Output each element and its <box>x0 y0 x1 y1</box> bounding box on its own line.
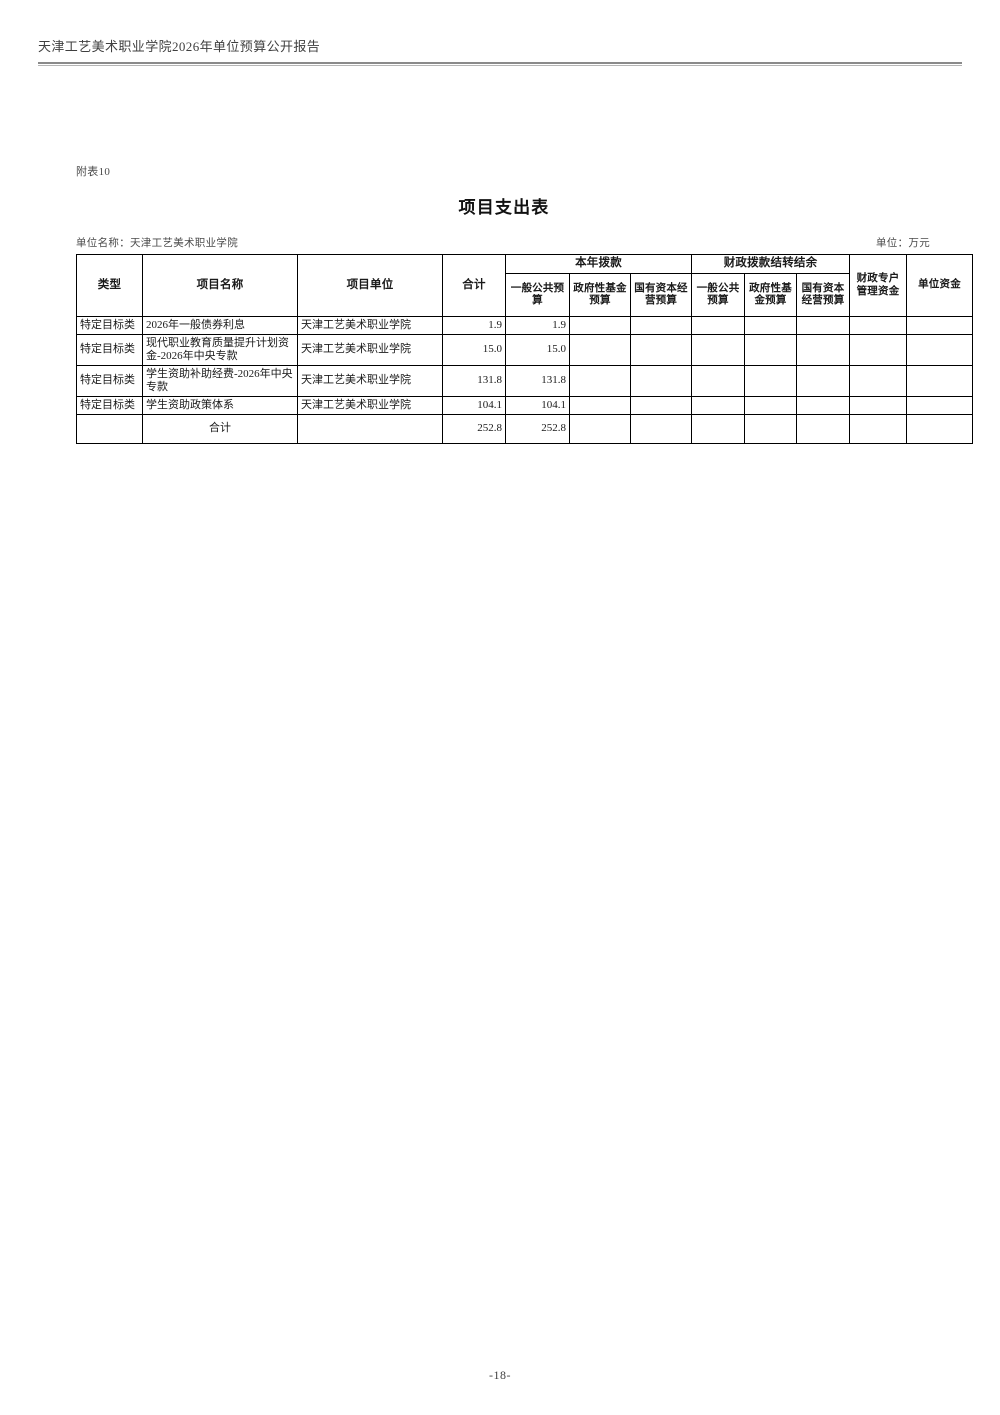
cell-general-public-current: 1.9 <box>505 315 570 335</box>
currency-unit-label: 单位：万元 <box>876 238 930 250</box>
table-row: 特定目标类 现代职业教育质量提升计划资金-2026年中央专款 天津工艺美术职业学… <box>76 333 974 366</box>
cell-special-account <box>849 333 908 366</box>
table-header-row-group: 类型 项目名称 项目单位 合计 本年拨款 财政拨款结转结余 财政专户管理资金 单… <box>76 254 974 317</box>
header-sub-gov-fund-carryover: 政府性基金预算 <box>744 272 797 317</box>
cell-project-name: 2026年一般债券利息 <box>142 315 298 335</box>
cell-special-account-total <box>849 413 908 444</box>
cell-own-funds <box>906 333 974 366</box>
header-sub-gov-fund-current: 政府性基金预算 <box>569 272 631 317</box>
cell-total: 1.9 <box>442 315 506 335</box>
header-total: 合计 <box>442 254 506 317</box>
page-running-header: 天津工艺美术职业学院2026年单位预算公开报告 <box>38 38 962 67</box>
cell-special-account <box>849 395 908 415</box>
cell-type: 特定目标类 <box>76 333 143 366</box>
table-row: 特定目标类 学生资助政策体系 天津工艺美术职业学院 104.1 104.1 <box>76 395 974 415</box>
cell-total: 104.1 <box>442 395 506 415</box>
header-divider-rule <box>38 62 962 67</box>
cell-general-public-current: 131.8 <box>505 364 570 397</box>
cell-project-unit: 天津工艺美术职业学院 <box>297 364 443 397</box>
attachment-number: 附表10 <box>76 166 111 178</box>
document-body: 附表10 项目支出表 单位名称：天津工艺美术职业学院 单位：万元 类型 项目名称… <box>76 165 974 444</box>
header-project-name: 项目名称 <box>142 254 298 317</box>
cell-gov-fund-current-total <box>569 413 631 444</box>
header-own-funds: 单位资金 <box>906 254 974 317</box>
cell-gov-fund-carryover-total <box>744 413 797 444</box>
cell-gov-fund-current <box>569 364 631 397</box>
cell-state-capital-current <box>630 364 692 397</box>
header-sub-general-public-carryover: 一般公共预算 <box>691 272 745 317</box>
cell-state-capital-current <box>630 333 692 366</box>
cell-state-capital-current <box>630 315 692 335</box>
page-footer: -18- <box>0 1368 1000 1383</box>
cell-own-funds <box>906 315 974 335</box>
table-header-row-sub: 一般公共预算 政府性基金预算 国有资本经营预算 一般公共预算 政府性基金预算 国… <box>77 272 973 317</box>
cell-state-capital-carryover <box>795 333 851 366</box>
project-expenditure-table: 类型 项目名称 项目单位 合计 本年拨款 财政拨款结转结余 财政专户管理资金 单… <box>76 254 974 444</box>
table-row: 特定目标类 学生资助补助经费-2026年中央专款 天津工艺美术职业学院 131.… <box>76 364 974 397</box>
header-group-current-year: 本年拨款 <box>505 254 692 274</box>
page-number: -18- <box>489 1368 511 1382</box>
cell-gov-fund-carryover <box>744 364 797 397</box>
cell-gov-fund-current <box>569 333 631 366</box>
cell-own-funds-total <box>906 413 974 444</box>
cell-project-name: 学生资助补助经费-2026年中央专款 <box>142 364 298 397</box>
table-header: 类型 项目名称 项目单位 合计 本年拨款 财政拨款结转结余 财政专户管理资金 单… <box>76 254 974 317</box>
table-row: 特定目标类 2026年一般债券利息 天津工艺美术职业学院 1.9 1.9 <box>76 315 974 335</box>
header-sub-general-public-current: 一般公共预算 <box>505 272 570 317</box>
cell-gov-fund-current <box>569 395 631 415</box>
cell-state-capital-carryover <box>795 395 851 415</box>
cell-general-public-current: 15.0 <box>505 333 570 366</box>
header-sub-state-capital-carryover: 国有资本经营预算 <box>795 272 851 317</box>
cell-state-capital-carryover <box>795 364 851 397</box>
cell-total-sum: 252.8 <box>442 413 506 444</box>
cell-own-funds <box>906 364 974 397</box>
header-project-unit: 项目单位 <box>297 254 443 317</box>
cell-project-name: 现代职业教育质量提升计划资金-2026年中央专款 <box>142 333 298 366</box>
header-group-carryover: 财政拨款结转结余 <box>690 254 851 274</box>
cell-state-capital-current-total <box>630 413 692 444</box>
cell-gov-fund-carryover <box>744 315 797 335</box>
cell-total-label: 合计 <box>142 413 298 444</box>
cell-total: 15.0 <box>442 333 506 366</box>
cell-project-unit-total <box>297 413 443 444</box>
cell-general-public-carryover-total <box>691 413 745 444</box>
cell-project-unit: 天津工艺美术职业学院 <box>297 395 443 415</box>
header-sub-state-capital-current: 国有资本经营预算 <box>630 272 692 317</box>
cell-state-capital-carryover-total <box>795 413 851 444</box>
table-total-row: 合计 252.8 252.8 <box>76 413 974 444</box>
cell-state-capital-current <box>630 395 692 415</box>
header-type: 类型 <box>76 254 143 317</box>
page-title: 项目支出表 <box>458 198 550 218</box>
cell-special-account <box>849 364 908 397</box>
cell-project-name: 学生资助政策体系 <box>142 395 298 415</box>
cell-type: 特定目标类 <box>76 395 143 415</box>
cell-type-total <box>76 413 143 444</box>
cell-gov-fund-carryover <box>744 333 797 366</box>
cell-general-public-carryover <box>691 333 745 366</box>
cell-general-public-carryover <box>691 364 745 397</box>
cell-state-capital-carryover <box>795 315 851 335</box>
cell-total: 131.8 <box>442 364 506 397</box>
cell-general-public-current-total: 252.8 <box>505 413 570 444</box>
cell-gov-fund-current <box>569 315 631 335</box>
table-body: 特定目标类 2026年一般债券利息 天津工艺美术职业学院 1.9 1.9 特定目… <box>76 315 974 444</box>
header-special-account: 财政专户管理资金 <box>849 254 908 317</box>
running-header-title: 天津工艺美术职业学院2026年单位预算公开报告 <box>38 39 321 54</box>
cell-type: 特定目标类 <box>76 364 143 397</box>
cell-special-account <box>849 315 908 335</box>
cell-own-funds <box>906 395 974 415</box>
unit-name-label: 单位名称：天津工艺美术职业学院 <box>76 238 238 250</box>
cell-type: 特定目标类 <box>76 315 143 335</box>
cell-general-public-current: 104.1 <box>505 395 570 415</box>
cell-general-public-carryover <box>691 315 745 335</box>
cell-project-unit: 天津工艺美术职业学院 <box>297 315 443 335</box>
cell-general-public-carryover <box>691 395 745 415</box>
table-meta-row: 单位名称：天津工艺美术职业学院 单位：万元 <box>76 235 932 250</box>
cell-gov-fund-carryover <box>744 395 797 415</box>
cell-project-unit: 天津工艺美术职业学院 <box>297 333 443 366</box>
